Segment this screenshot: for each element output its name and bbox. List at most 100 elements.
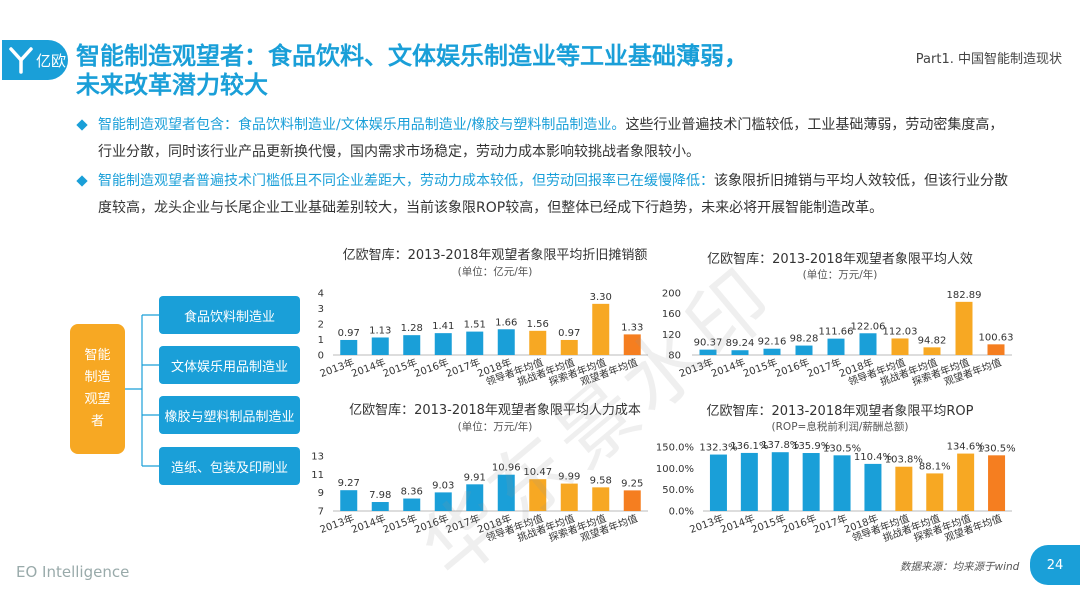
bar <box>497 329 515 355</box>
data-label: 1.28 <box>401 323 423 334</box>
y-tick-label: 7 <box>318 507 324 518</box>
data-label: 88.1% <box>919 461 951 472</box>
chart3-title: 亿欧智库：2013-2018年观望者象限平均人力成本 <box>349 403 641 418</box>
bar <box>529 330 547 355</box>
bar <box>623 334 641 355</box>
bar <box>833 455 851 511</box>
footer-brand: EO Intelligence <box>16 563 130 581</box>
tree-node-label: 橡胶与塑料制品制造业 <box>164 409 295 425</box>
bar <box>740 452 758 511</box>
bar <box>371 337 389 355</box>
bar <box>340 339 358 355</box>
y-tick-label: 100.0% <box>656 464 694 475</box>
tree-node-sports: 文体娱乐用品制造业 <box>159 346 300 384</box>
bar <box>957 453 975 511</box>
data-label: 122.06 <box>851 321 886 332</box>
tree-node-label: 造纸、包装及印刷业 <box>170 460 288 476</box>
bullet-text: 该象限折旧摊销与平均人效较低，但该行业分散度较高，龙头企业与长尾企业工业基础差别… <box>98 173 1008 216</box>
y-tick-label: 80 <box>668 351 681 362</box>
bar <box>802 453 820 511</box>
bar <box>763 348 781 355</box>
tree-node-label: 食品饮料制造业 <box>183 309 275 325</box>
page-title: 智能制造观望者：食品饮料、文体娱乐制造业等工业基础薄弱， 未来改革潜力较大 <box>76 42 846 100</box>
bar <box>371 502 389 511</box>
page-number: 24 <box>1030 545 1080 585</box>
data-label: 137.8% <box>761 440 799 451</box>
data-label: 1.66 <box>495 317 517 328</box>
bar <box>340 490 358 511</box>
bar <box>529 479 547 511</box>
y-tick-label: 50.0% <box>662 485 694 496</box>
data-label: 90.37 <box>694 338 723 349</box>
data-label: 0.97 <box>558 328 580 339</box>
chart2-subtitle: (单位：万元/年) <box>802 269 878 281</box>
y-tick-label: 0.0% <box>669 507 694 518</box>
bar <box>926 473 944 511</box>
data-source: 数据来源：均来源于wind <box>900 561 1020 573</box>
chart1-title: 亿欧智库：2013-2018年观望者象限平均折旧摊销额 <box>342 248 648 263</box>
data-label: 112.03 <box>883 326 918 337</box>
y-tick-label: 4 <box>318 289 324 300</box>
y-tick-label: 9 <box>318 488 324 499</box>
logo: 亿欧 <box>2 40 68 80</box>
bar <box>923 347 941 355</box>
bullet-item: 智能制造观望者包含：食品饮料制造业/文体娱乐用品制造业/橡胶与塑料制品制造业。这… <box>76 112 1016 166</box>
bar <box>592 303 610 355</box>
bar <box>466 484 484 511</box>
y-tick-label: 13 <box>311 452 324 463</box>
data-label: 132.3% <box>699 443 737 454</box>
data-label: 135.9% <box>792 441 830 452</box>
bar <box>771 452 789 511</box>
bar <box>891 338 909 355</box>
data-label: 10.96 <box>492 463 521 474</box>
bullet-text: 这些行业普遍技术门槛较低，工业基础薄弱，劳动密集度高，行业分散，同时该行业产品更… <box>98 117 1004 160</box>
bar <box>859 333 877 355</box>
data-label: 103.8% <box>885 455 923 466</box>
data-label: 98.28 <box>790 334 819 345</box>
category-label: 2016年 <box>780 512 818 536</box>
bar <box>988 455 1006 511</box>
data-label: 9.99 <box>558 472 580 483</box>
page-title-line2: 未来改革潜力较大 <box>76 71 268 99</box>
bar <box>497 474 515 511</box>
y-tick-label: 3 <box>318 304 324 315</box>
bar <box>699 349 717 355</box>
tree-node-rubber: 橡胶与塑料制品制造业 <box>159 396 300 434</box>
data-label: 0.97 <box>338 328 360 339</box>
bar <box>709 454 727 511</box>
category-label: 2015年 <box>750 512 788 536</box>
category-label: 2014年 <box>719 512 757 536</box>
bullet-item: 智能制造观望者普遍技术门槛低且不同企业差距大，劳动力成本较低，但劳动回报率已在缓… <box>76 168 1016 222</box>
bar <box>987 344 1005 355</box>
bar <box>434 333 452 355</box>
bar <box>827 338 845 355</box>
bar <box>623 490 641 511</box>
data-label: 8.36 <box>401 487 423 498</box>
data-label: 1.33 <box>621 322 643 333</box>
bar <box>795 345 813 355</box>
data-label: 1.56 <box>527 319 549 330</box>
data-label: 1.41 <box>432 321 454 332</box>
y-tick-label: 200 <box>662 289 681 300</box>
y-tick-label: 120 <box>662 330 681 341</box>
bar <box>864 463 882 511</box>
data-label: 9.25 <box>621 478 643 489</box>
y-tick-label: 160 <box>662 309 681 320</box>
data-label: 94.82 <box>918 335 947 346</box>
data-label: 111.66 <box>819 327 854 338</box>
y-tick-label: 2 <box>318 320 324 331</box>
data-label: 9.58 <box>590 475 612 486</box>
page-number-label: 24 <box>1046 557 1064 573</box>
data-label: 1.51 <box>464 320 486 331</box>
tree-root: 智能制造观望者 <box>70 324 125 454</box>
bullet-highlight: 智能制造观望者普遍技术门槛低且不同企业差距大，劳动力成本较低，但劳动回报率已在缓… <box>98 173 714 189</box>
tree-node-paper: 造纸、包装及印刷业 <box>159 447 300 485</box>
y-tick-label: 11 <box>311 470 324 481</box>
y-tick-label: 150.0% <box>656 443 694 454</box>
data-label: 92.16 <box>758 337 787 348</box>
bar <box>560 483 578 511</box>
bullet-list: 智能制造观望者包含：食品饮料制造业/文体娱乐用品制造业/橡胶与塑料制品制造业。这… <box>76 112 1016 224</box>
data-label: 7.98 <box>369 490 391 501</box>
